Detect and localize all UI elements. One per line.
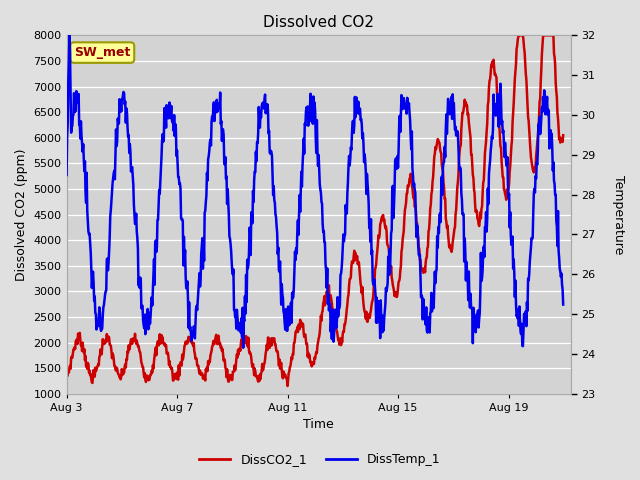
Title: Dissolved CO2: Dissolved CO2 <box>263 15 374 30</box>
Y-axis label: Temperature: Temperature <box>612 175 625 254</box>
X-axis label: Time: Time <box>303 419 334 432</box>
Text: SW_met: SW_met <box>74 46 131 59</box>
Legend: DissCO2_1, DissTemp_1: DissCO2_1, DissTemp_1 <box>194 448 446 471</box>
Y-axis label: Dissolved CO2 (ppm): Dissolved CO2 (ppm) <box>15 148 28 281</box>
